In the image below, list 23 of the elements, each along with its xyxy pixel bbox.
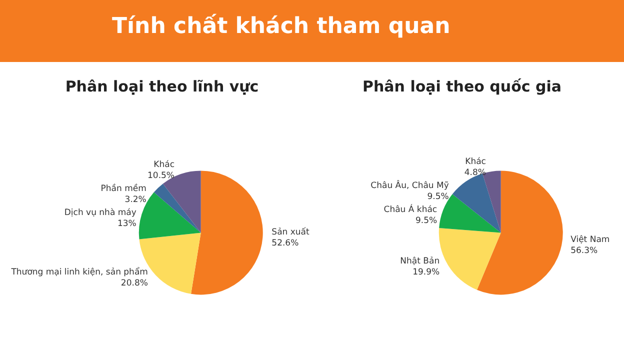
slice-label: Nhật Bản bbox=[400, 256, 440, 267]
data-label: 52.6% bbox=[272, 238, 299, 248]
data-label: 3.2% bbox=[124, 194, 146, 205]
slice-label: Khác bbox=[465, 156, 486, 167]
slice-label: Dịch vụ nhà máy bbox=[64, 208, 136, 218]
data-label: 13% bbox=[117, 218, 136, 229]
slice-label: Khác bbox=[154, 160, 175, 170]
data-label: 4.8% bbox=[464, 168, 486, 178]
chart-title: Phân loại theo quốc gia bbox=[362, 78, 562, 96]
data-label: 19.9% bbox=[412, 268, 440, 278]
data-label: 9.5% bbox=[415, 216, 438, 226]
data-label: 56.3% bbox=[570, 246, 598, 256]
text: Tính chất khách tham quan bbox=[112, 14, 450, 39]
slice-label: Châu Âu, Châu Mỹ bbox=[370, 180, 449, 191]
slice-label: Châu Á khác bbox=[384, 204, 438, 215]
data-label: 10.5% bbox=[148, 170, 175, 181]
slice-label: Sản xuất bbox=[272, 226, 310, 238]
slice-label: Việt Nam bbox=[570, 235, 610, 246]
slice-label: Thương mại linh kiện, sản phẩm bbox=[10, 266, 148, 278]
data-label: 9.5% bbox=[427, 192, 449, 202]
data-label: 20.8% bbox=[120, 278, 148, 289]
chart-title: Phân loại theo lĩnh vực bbox=[65, 78, 259, 96]
slice-label: Phần mềm bbox=[100, 182, 146, 194]
